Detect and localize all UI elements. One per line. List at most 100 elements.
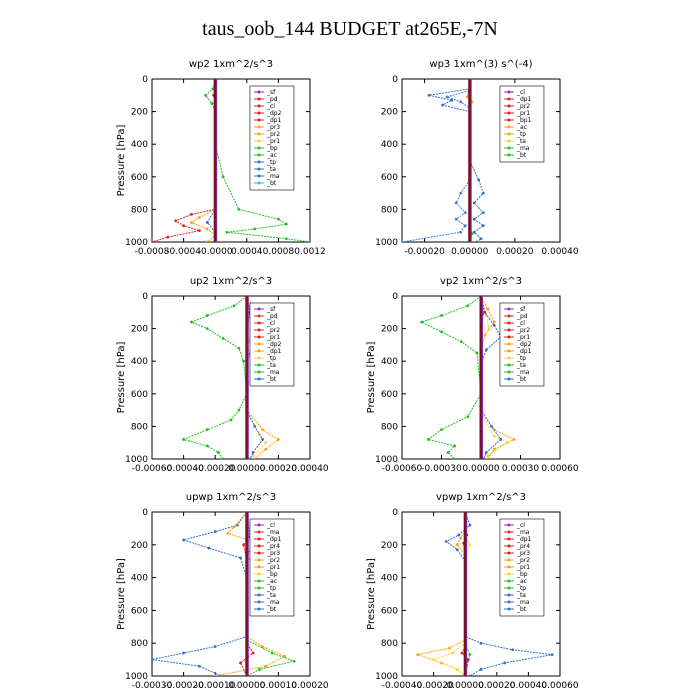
y-tick-label: 600 bbox=[131, 390, 148, 400]
data-point bbox=[253, 457, 257, 459]
legend-marker bbox=[257, 125, 261, 129]
legend-label: _bp bbox=[266, 571, 278, 578]
legend-label: _pr2 bbox=[266, 557, 280, 564]
data-point bbox=[420, 320, 424, 324]
y-tick-label: 600 bbox=[131, 606, 148, 616]
legend-label: _dp2 bbox=[266, 110, 282, 117]
legend-marker bbox=[507, 370, 511, 374]
x-tick-label: -0.0000 bbox=[198, 247, 233, 257]
data-point bbox=[225, 230, 229, 234]
y-tick-label: 1000 bbox=[125, 672, 148, 682]
data-point bbox=[221, 175, 225, 179]
legend-label: _dp1 bbox=[266, 536, 282, 543]
legend-marker bbox=[257, 537, 261, 541]
data-point bbox=[205, 314, 209, 317]
legend-label: _bt bbox=[516, 152, 527, 159]
legend-marker bbox=[257, 118, 261, 122]
data-point bbox=[468, 653, 472, 657]
data-point bbox=[239, 556, 242, 560]
legend-marker bbox=[507, 111, 511, 115]
data-point bbox=[264, 441, 268, 445]
legend-label: _pr2 bbox=[516, 557, 530, 564]
data-point bbox=[258, 668, 261, 671]
legend-label: _ac bbox=[516, 578, 527, 585]
legend-marker bbox=[507, 146, 511, 150]
data-point bbox=[472, 217, 476, 221]
y-tick-label: 800 bbox=[131, 422, 148, 432]
data-point bbox=[221, 336, 225, 340]
legend-label: _bt bbox=[266, 180, 277, 187]
legend-label: _tp bbox=[516, 355, 526, 362]
data-point bbox=[459, 191, 463, 195]
legend-label: _pr1 bbox=[266, 334, 280, 341]
chart-title: upwp 1xm^2/s^3 bbox=[186, 492, 276, 503]
data-point bbox=[463, 211, 467, 215]
data-point bbox=[512, 438, 516, 441]
x-tick-label: 0.00000 bbox=[228, 681, 265, 691]
data-point bbox=[486, 457, 489, 459]
y-tick-label: 600 bbox=[381, 173, 398, 183]
data-point bbox=[182, 438, 186, 441]
legend-label: _dp1 bbox=[516, 536, 532, 543]
legend-label: _bt bbox=[516, 376, 527, 383]
y-tick-label: 400 bbox=[131, 357, 148, 367]
legend-marker bbox=[257, 132, 261, 136]
data-point bbox=[481, 224, 485, 228]
y-axis-label: Pressure [hPa] bbox=[366, 342, 377, 414]
data-point bbox=[441, 103, 445, 107]
data-point bbox=[182, 651, 186, 655]
data-point bbox=[190, 212, 193, 216]
x-tick-label: 0.00000 bbox=[447, 681, 484, 691]
legend-marker bbox=[507, 104, 511, 108]
x-tick-label: 0.00060 bbox=[541, 464, 578, 474]
data-point bbox=[451, 651, 454, 655]
legend-marker bbox=[507, 377, 511, 381]
y-tick-label: 800 bbox=[131, 205, 148, 215]
data-point bbox=[459, 100, 463, 104]
legend-label: _pr1 bbox=[516, 564, 530, 571]
legend-marker bbox=[507, 600, 511, 604]
data-point bbox=[205, 327, 209, 330]
x-tick-label: -0.00010 bbox=[195, 681, 236, 691]
legend-marker bbox=[257, 370, 261, 374]
data-point bbox=[468, 523, 472, 527]
legend-label: _tp bbox=[266, 585, 276, 592]
data-point bbox=[486, 454, 489, 458]
data-point bbox=[152, 658, 154, 661]
legend-label: _pr3 bbox=[266, 550, 280, 557]
data-point bbox=[213, 674, 217, 676]
x-tick-label: 0.00060 bbox=[541, 681, 578, 691]
legend-marker bbox=[507, 307, 511, 311]
data-point bbox=[198, 216, 201, 219]
legend-marker bbox=[257, 377, 261, 381]
y-tick-label: 1000 bbox=[375, 672, 398, 682]
y-tick-label: 0 bbox=[392, 75, 398, 85]
legend-label: _sf bbox=[266, 306, 276, 313]
x-tick-label: 0.00020 bbox=[496, 247, 533, 257]
legend-marker bbox=[257, 586, 261, 590]
y-tick-label: 0 bbox=[142, 75, 148, 85]
legend-label: _pr2 bbox=[266, 327, 280, 334]
x-tick-label: -0.0004 bbox=[166, 247, 201, 257]
data-point bbox=[432, 658, 435, 661]
legend-label: _pr4 bbox=[266, 543, 280, 550]
series-line-pr2 bbox=[415, 512, 466, 676]
y-tick-label: 200 bbox=[381, 108, 398, 118]
legend-label: _ma bbox=[266, 599, 280, 606]
data-point bbox=[248, 457, 252, 459]
legend-marker bbox=[257, 167, 261, 171]
legend-label: _ma bbox=[516, 599, 530, 606]
legend-marker bbox=[257, 146, 261, 150]
data-point bbox=[446, 451, 450, 454]
data-point bbox=[402, 240, 404, 242]
y-tick-label: 200 bbox=[381, 325, 398, 335]
legend-label: _bt bbox=[266, 606, 277, 613]
legend-label: _ta bbox=[266, 166, 276, 173]
legend-marker bbox=[507, 153, 511, 157]
legend-marker bbox=[507, 523, 511, 527]
legend-label: _ta bbox=[266, 592, 276, 599]
